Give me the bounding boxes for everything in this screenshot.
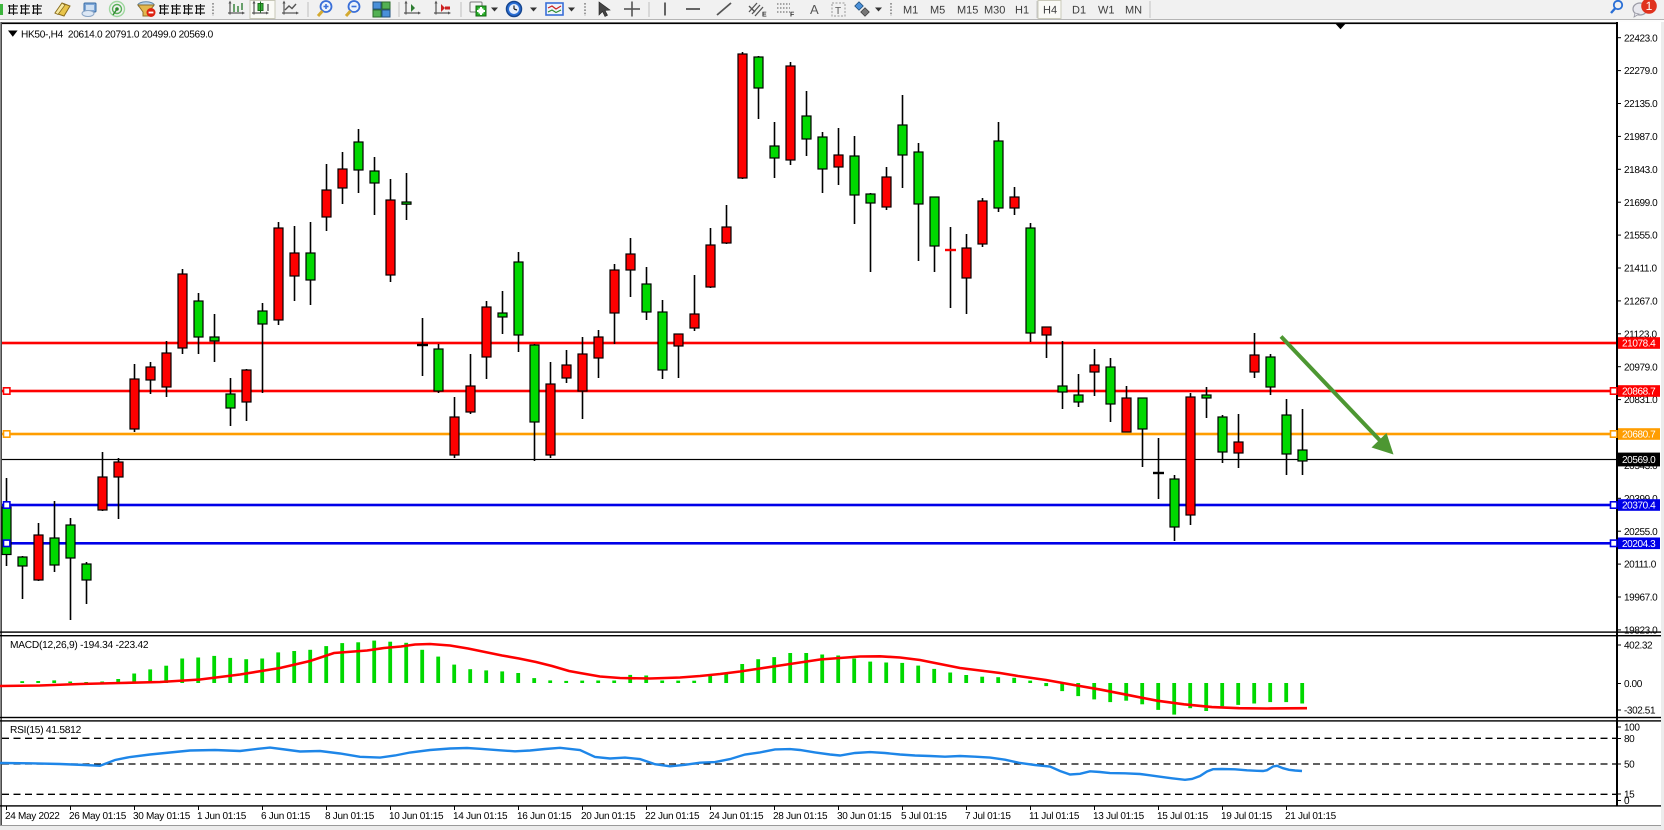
svg-text:20204.3: 20204.3 bbox=[1622, 539, 1656, 550]
svg-text:RSI(15) 41.5812: RSI(15) 41.5812 bbox=[10, 725, 82, 736]
svg-text:30 Jun 01:15: 30 Jun 01:15 bbox=[837, 811, 892, 822]
svg-text:M1: M1 bbox=[903, 5, 918, 17]
svg-text:19 Jul 01:15: 19 Jul 01:15 bbox=[1221, 811, 1273, 822]
svg-text:20831.0: 20831.0 bbox=[1624, 395, 1658, 406]
svg-text:6 Jun 01:15: 6 Jun 01:15 bbox=[261, 811, 311, 822]
svg-text:24 Jun 01:15: 24 Jun 01:15 bbox=[709, 811, 764, 822]
svg-text:20255.0: 20255.0 bbox=[1624, 527, 1658, 538]
svg-text:22423.0: 22423.0 bbox=[1624, 33, 1658, 44]
svg-text:20868.7: 20868.7 bbox=[1622, 387, 1656, 398]
svg-text:20 Jun 01:15: 20 Jun 01:15 bbox=[581, 811, 636, 822]
svg-text:5 Jul 01:15: 5 Jul 01:15 bbox=[901, 811, 947, 822]
svg-text:20370.4: 20370.4 bbox=[1622, 501, 1656, 512]
svg-text:26 May 01:15: 26 May 01:15 bbox=[69, 811, 127, 822]
svg-text:24 May 2022: 24 May 2022 bbox=[5, 811, 60, 822]
svg-text:H4: H4 bbox=[1043, 5, 1057, 17]
svg-text:HK50-,H4 20614.0 20791.0 2049: HK50-,H4 20614.0 20791.0 20499.0 20569.0 bbox=[21, 29, 214, 40]
svg-text:28 Jun 01:15: 28 Jun 01:15 bbox=[773, 811, 828, 822]
svg-text:21699.0: 21699.0 bbox=[1624, 198, 1658, 209]
svg-text:21078.4: 21078.4 bbox=[1622, 339, 1656, 350]
svg-text:-302.51: -302.51 bbox=[1624, 706, 1656, 717]
svg-text:D1: D1 bbox=[1072, 5, 1086, 17]
svg-text:21987.0: 21987.0 bbox=[1624, 132, 1658, 143]
svg-text:F: F bbox=[790, 12, 795, 19]
svg-text:W1: W1 bbox=[1098, 5, 1115, 17]
svg-text:16 Jun 01:15: 16 Jun 01:15 bbox=[517, 811, 572, 822]
svg-text:0.00: 0.00 bbox=[1624, 679, 1643, 690]
svg-text:50: 50 bbox=[1624, 760, 1635, 771]
svg-text:T: T bbox=[835, 6, 841, 17]
svg-text:7 Jul 01:15: 7 Jul 01:15 bbox=[965, 811, 1011, 822]
svg-text:1 Jun 01:15: 1 Jun 01:15 bbox=[197, 811, 247, 822]
svg-text:21843.0: 21843.0 bbox=[1624, 165, 1658, 176]
svg-text:15: 15 bbox=[1624, 790, 1635, 801]
svg-text:MN: MN bbox=[1125, 5, 1142, 17]
svg-text:20979.0: 20979.0 bbox=[1624, 362, 1658, 373]
svg-text:22135.0: 22135.0 bbox=[1624, 99, 1658, 110]
svg-text:21267.0: 21267.0 bbox=[1624, 297, 1658, 308]
svg-text:20569.0: 20569.0 bbox=[1622, 455, 1656, 466]
svg-text:19967.0: 19967.0 bbox=[1624, 593, 1658, 604]
svg-text:13 Jul 01:15: 13 Jul 01:15 bbox=[1093, 811, 1145, 822]
svg-text:21 Jul 01:15: 21 Jul 01:15 bbox=[1285, 811, 1337, 822]
svg-text:14 Jun 01:15: 14 Jun 01:15 bbox=[453, 811, 508, 822]
svg-text:30 May 01:15: 30 May 01:15 bbox=[133, 811, 191, 822]
svg-text:M30: M30 bbox=[984, 5, 1005, 17]
svg-text:11 Jul 01:15: 11 Jul 01:15 bbox=[1029, 811, 1080, 822]
svg-text:15 Jul 01:15: 15 Jul 01:15 bbox=[1157, 811, 1209, 822]
svg-text:8 Jun 01:15: 8 Jun 01:15 bbox=[325, 811, 375, 822]
svg-text:M5: M5 bbox=[930, 5, 945, 17]
svg-text:21411.0: 21411.0 bbox=[1624, 264, 1657, 275]
svg-text:M15: M15 bbox=[957, 5, 978, 17]
svg-text:20111.0: 20111.0 bbox=[1624, 560, 1657, 571]
svg-text:100: 100 bbox=[1624, 723, 1640, 734]
svg-text:402.32: 402.32 bbox=[1624, 641, 1653, 652]
svg-text:21123.0: 21123.0 bbox=[1624, 329, 1657, 340]
svg-text:80: 80 bbox=[1624, 734, 1635, 745]
svg-text:0: 0 bbox=[1624, 796, 1630, 807]
svg-text:H1: H1 bbox=[1015, 5, 1029, 17]
svg-text:1: 1 bbox=[1646, 0, 1653, 13]
svg-text:A: A bbox=[810, 2, 819, 17]
svg-text:21555.0: 21555.0 bbox=[1624, 231, 1658, 242]
svg-text:20543.0: 20543.0 bbox=[1624, 461, 1658, 472]
svg-text:19823.0: 19823.0 bbox=[1624, 626, 1658, 637]
svg-text:22279.0: 22279.0 bbox=[1624, 66, 1658, 77]
svg-text:MACD(12,26,9) -194.34 -223.42: MACD(12,26,9) -194.34 -223.42 bbox=[10, 640, 149, 651]
svg-text:20680.7: 20680.7 bbox=[1622, 430, 1656, 441]
svg-text:E: E bbox=[762, 12, 767, 19]
svg-text:22 Jun 01:15: 22 Jun 01:15 bbox=[645, 811, 700, 822]
svg-text:10 Jun 01:15: 10 Jun 01:15 bbox=[389, 811, 444, 822]
